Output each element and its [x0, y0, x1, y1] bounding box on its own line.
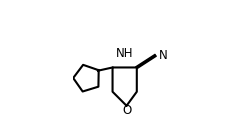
Text: O: O	[122, 104, 131, 117]
Text: NH: NH	[116, 47, 133, 60]
Text: N: N	[159, 49, 168, 62]
